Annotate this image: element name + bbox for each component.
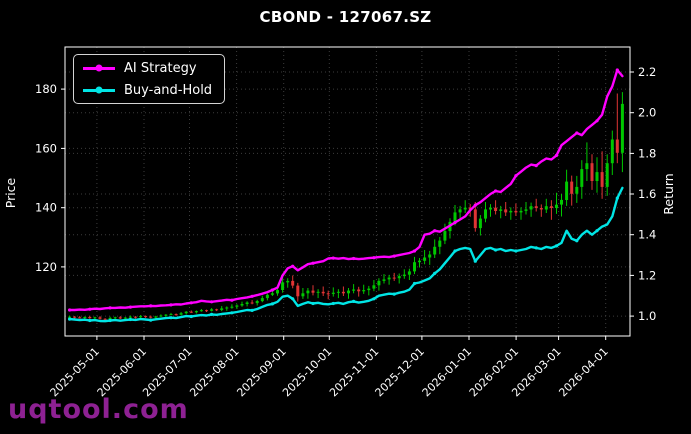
- legend-item-ai-strategy: AI Strategy: [83, 60, 212, 76]
- svg-text:2025-12-01: 2025-12-01: [373, 345, 427, 399]
- svg-text:1.0: 1.0: [638, 309, 656, 323]
- tick-marks: [61, 71, 634, 340]
- svg-text:2025-07-01: 2025-07-01: [140, 345, 194, 399]
- buy-and-hold-line-icon: [83, 86, 115, 94]
- legend-label-ai-strategy: AI Strategy: [124, 60, 197, 76]
- svg-text:1.8: 1.8: [638, 146, 656, 160]
- legend: AI Strategy Buy-and-Hold: [73, 54, 226, 104]
- candlestick-series: [68, 92, 624, 321]
- svg-text:2.0: 2.0: [638, 106, 656, 120]
- svg-text:1.6: 1.6: [638, 187, 656, 201]
- legend-label-buy-and-hold: Buy-and-Hold: [124, 82, 213, 98]
- svg-text:2025-10-01: 2025-10-01: [280, 345, 334, 399]
- svg-text:1.2: 1.2: [638, 268, 656, 282]
- buy-and-hold-line: [68, 186, 624, 323]
- ai-strategy-line: [68, 68, 624, 312]
- svg-text:160: 160: [35, 141, 57, 155]
- ai-strategy-line-icon: [83, 64, 115, 72]
- svg-text:1.4: 1.4: [638, 228, 656, 242]
- y-left-tick-labels: 120 140 160 180: [35, 82, 57, 274]
- x-tick-labels: 2025-05-012025-06-012025-07-012025-08-01…: [48, 345, 611, 399]
- legend-item-buy-and-hold: Buy-and-Hold: [83, 82, 212, 98]
- svg-text:2025-05-01: 2025-05-01: [48, 345, 102, 399]
- svg-text:120: 120: [35, 260, 57, 274]
- plot-border: [64, 46, 631, 337]
- svg-text:2026-04-01: 2026-04-01: [556, 345, 610, 399]
- svg-text:180: 180: [35, 82, 57, 96]
- svg-text:140: 140: [35, 201, 57, 215]
- chart-title: CBOND - 127067.SZ: [259, 8, 432, 26]
- svg-text:2.2: 2.2: [638, 65, 656, 79]
- watermark: uqtool.com: [8, 394, 189, 425]
- y-right-axis-label: Return: [661, 173, 676, 214]
- y-right-tick-labels: 1.0 1.2 1.4 1.6 1.8 2.0 2.2: [638, 65, 656, 323]
- y-left-axis-label: Price: [3, 177, 18, 208]
- svg-text:2026-01-01: 2026-01-01: [420, 345, 474, 399]
- svg-text:2025-08-01: 2025-08-01: [187, 345, 241, 399]
